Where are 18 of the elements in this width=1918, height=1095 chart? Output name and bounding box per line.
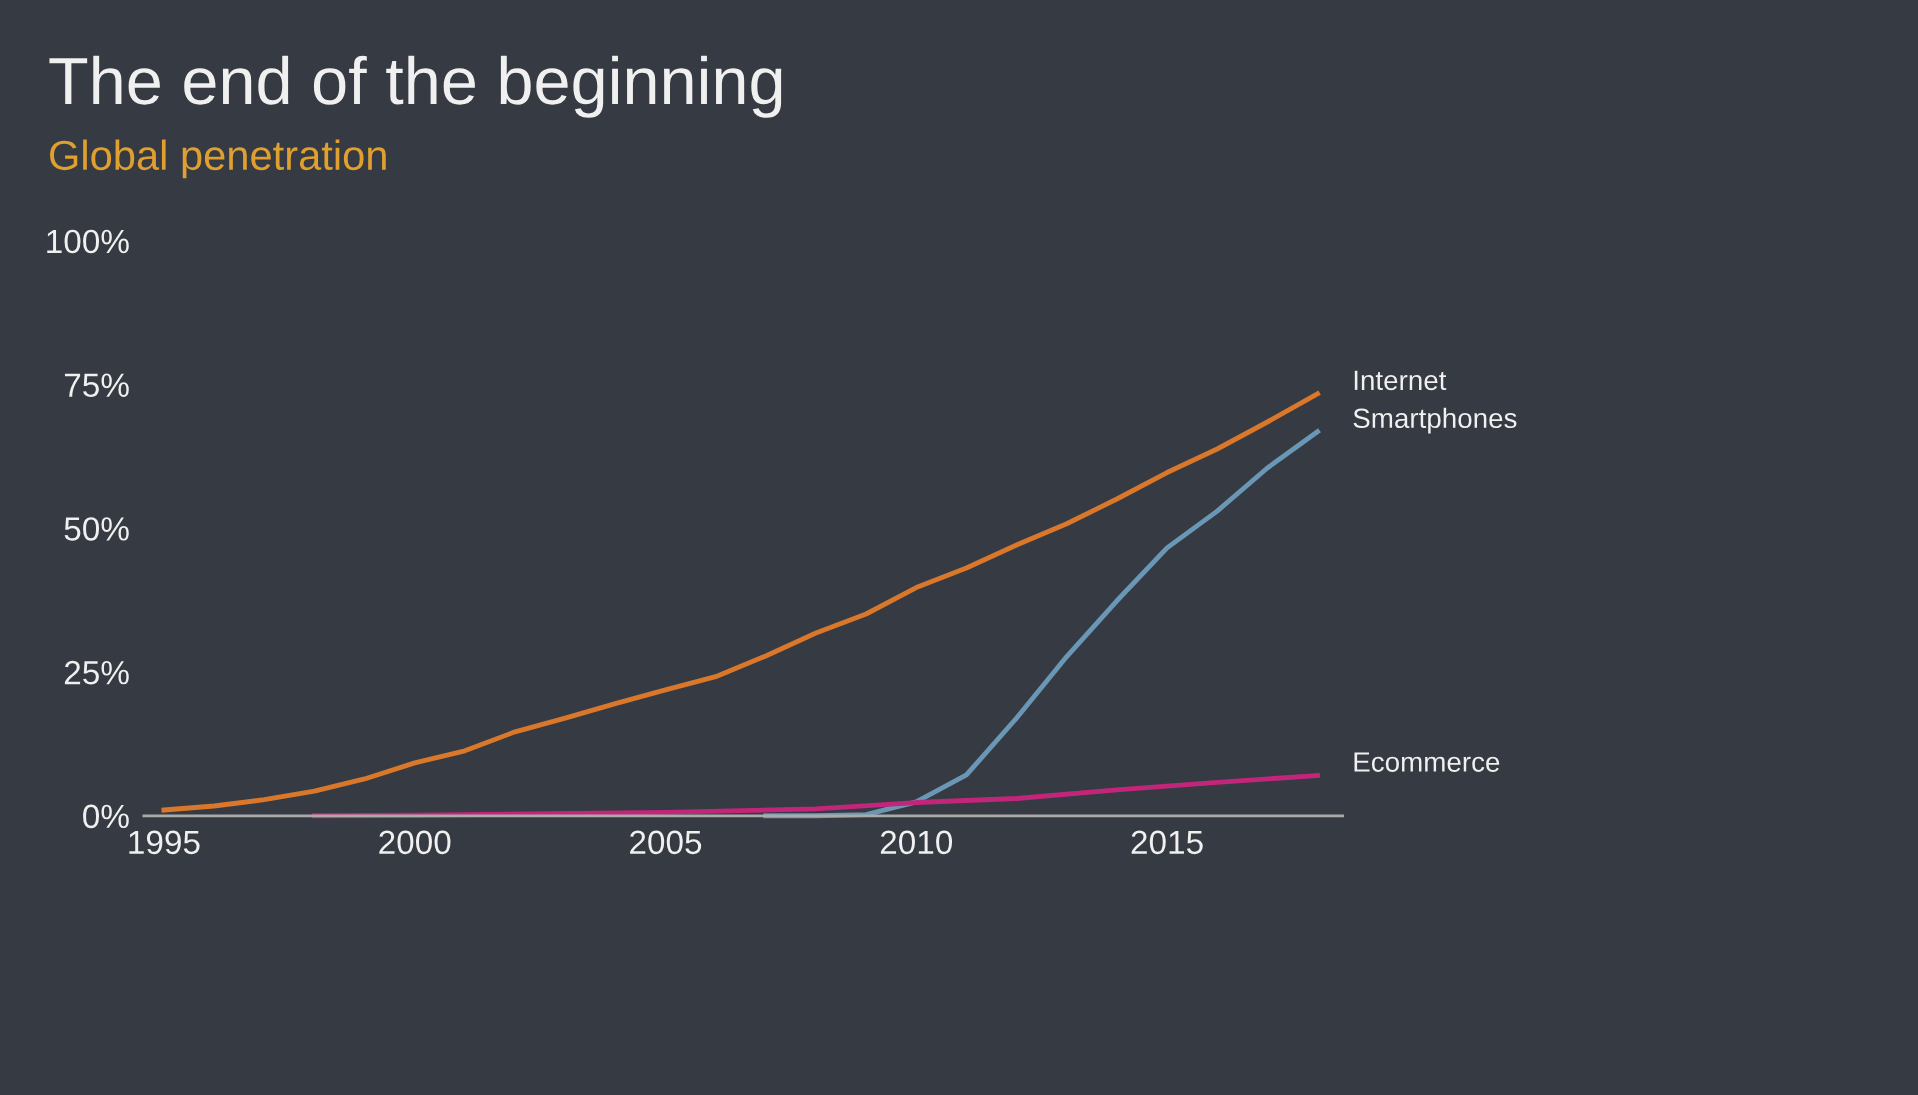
x-tick-label: 2010 <box>880 830 953 855</box>
y-tick-label: 75% <box>64 373 129 398</box>
y-tick-label: 100% <box>47 229 129 254</box>
chart-subtitle: Global penetration <box>50 139 386 179</box>
series-label: Smartphones <box>1353 407 1517 434</box>
line-series <box>763 429 1320 819</box>
y-tick-label: 25% <box>64 660 129 685</box>
y-tick-label: 0% <box>83 804 129 829</box>
chart-title: The end of the beginning <box>49 55 782 118</box>
x-tick-label: 1995 <box>129 830 200 855</box>
x-tick-label: 2015 <box>1131 830 1203 855</box>
x-tick-label: 2005 <box>630 830 702 855</box>
x-tick-label: 2000 <box>379 830 451 855</box>
line-series <box>311 773 1320 819</box>
y-tick-label: 50% <box>64 517 129 541</box>
line-series <box>161 391 1320 813</box>
series-label: Ecommerce <box>1354 752 1500 772</box>
series-label: Internet <box>1354 370 1447 391</box>
